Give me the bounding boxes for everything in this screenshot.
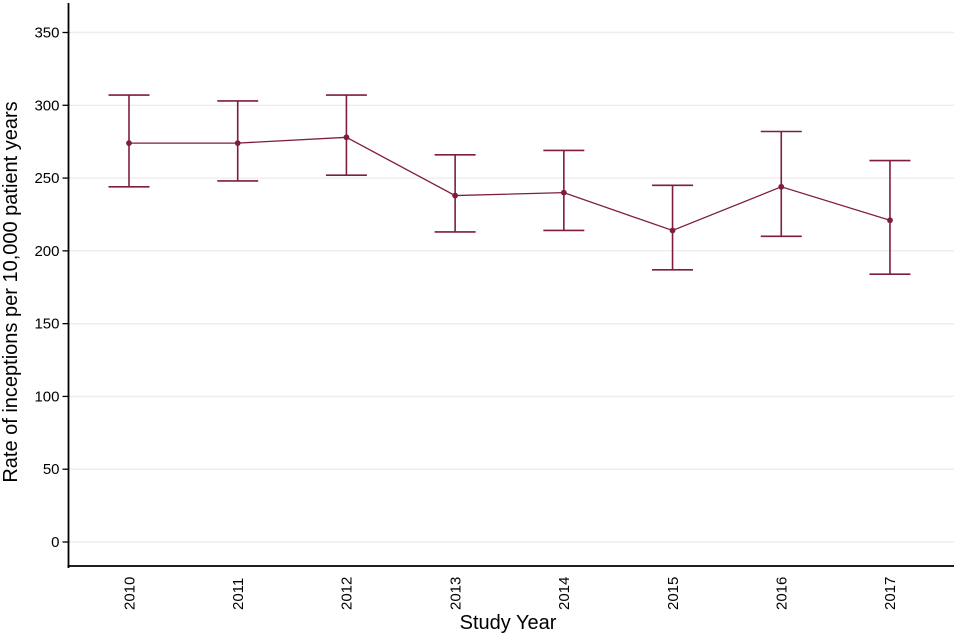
error-bar-2015	[652, 184, 694, 271]
y-tick-label-250: 250	[34, 170, 59, 187]
series-line	[129, 136, 891, 232]
data-point-2015	[669, 227, 676, 234]
x-tick-label-2017: 2017	[882, 577, 899, 610]
y-tick-label-0: 0	[51, 534, 59, 551]
y-tick-label-200: 200	[34, 243, 59, 260]
error-bar-2017	[869, 159, 911, 275]
x-tick-label-2011: 2011	[230, 578, 247, 610]
x-tick-label-2016: 2016	[774, 577, 791, 610]
y-axis-title: Rate of inceptions per 10,000 patient ye…	[0, 101, 22, 482]
gridlines-layer	[68, 31, 954, 543]
y-tick-label-100: 100	[34, 388, 59, 405]
x-tick-label-2012: 2012	[339, 577, 356, 610]
y-tick-label-300: 300	[34, 97, 59, 114]
tick-labels-layer: 0 50 100 150 200 250 300 350 2010 2011 2012 2013 201…	[34, 25, 899, 611]
data-point-2013	[452, 192, 459, 199]
data-point-2011	[234, 140, 241, 147]
x-tick-label-2015: 2015	[665, 577, 682, 610]
data-point-2010	[126, 140, 132, 147]
x-axis-title: Study Year	[460, 612, 557, 634]
y-tick-label-350: 350	[34, 25, 59, 42]
data-point-2014	[560, 189, 567, 196]
y-tick-label-50: 50	[43, 461, 60, 478]
x-tick-label-2010: 2010	[121, 577, 138, 610]
data-point-2017	[887, 217, 893, 224]
error-bar-2016	[760, 130, 802, 238]
x-tick-label-2013: 2013	[447, 577, 464, 610]
x-tick-label-2014: 2014	[556, 577, 573, 610]
series-layer	[108, 94, 911, 275]
data-point-2012	[343, 134, 350, 141]
data-point-2016	[778, 183, 785, 190]
y-tick-label-150: 150	[34, 316, 59, 333]
axes-layer	[62, 3, 954, 568]
